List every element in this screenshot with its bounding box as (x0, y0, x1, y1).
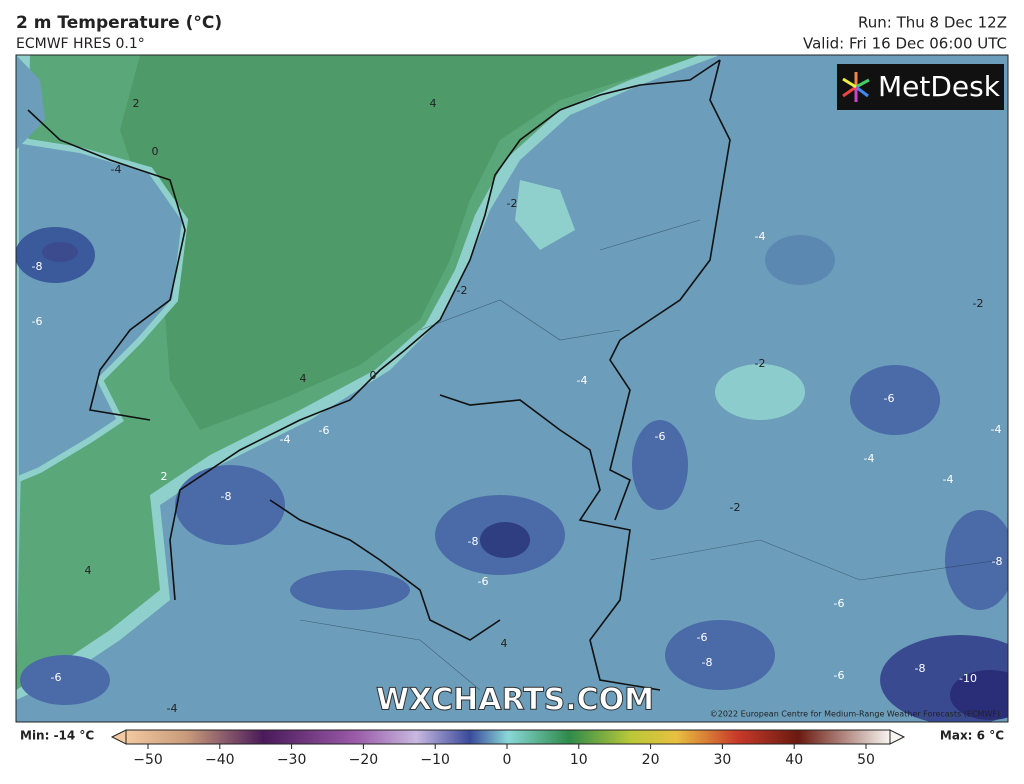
contour-label: 4 (501, 637, 508, 650)
map (16, 55, 1008, 722)
colorbar-tick-label: −50 (133, 752, 163, 768)
contour-label: 4 (430, 97, 437, 110)
contour-label: 0 (152, 145, 159, 158)
contour-label: 4 (85, 564, 92, 577)
legend-min: Min: -14 °C (20, 729, 94, 743)
contour-label: -8 (468, 535, 479, 548)
legend-arrow-right (889, 729, 906, 745)
contour-label: -2 (507, 197, 518, 210)
colorbar-tick-label: −20 (349, 752, 379, 768)
run: Run: Thu 8 Dec 12Z (858, 14, 1007, 32)
contour-label: 4 (300, 372, 307, 385)
contour-label: -2 (973, 297, 984, 310)
contour-label: -8 (32, 260, 43, 273)
contour-label: -6 (319, 424, 330, 437)
contour-label: -4 (943, 473, 954, 486)
contour-label: -6 (834, 597, 845, 610)
contour-label: -6 (884, 392, 895, 405)
valid: Valid: Fri 16 Dec 06:00 UTC (803, 35, 1007, 53)
colorbar-tick-label: −40 (205, 752, 235, 768)
colorbar-tick-label: 20 (642, 752, 660, 768)
colorbar-tick-label: 10 (570, 752, 588, 768)
model: ECMWF HRES 0.1° (16, 36, 145, 52)
contour-label: -4 (991, 423, 1002, 436)
logo-box (837, 64, 1004, 110)
colorbar-tick-label: −30 (277, 752, 307, 768)
contour-label: -6 (478, 575, 489, 588)
contour-label: -2 (457, 284, 468, 297)
colorbar-ticks: −50 −40 −30 −20 −10 0 10 20 30 40 50 (133, 744, 875, 768)
colorbar-tick-label: 40 (785, 752, 803, 768)
legend-max: Max: 6 °C (940, 729, 1004, 743)
contour-label: -6 (697, 631, 708, 644)
contour-label: -2 (755, 357, 766, 370)
contour-label: -8 (992, 555, 1003, 568)
contour-label: -6 (51, 671, 62, 684)
contour-label: -4 (864, 452, 875, 465)
contour-label: -6 (834, 669, 845, 682)
contour-label: -4 (111, 163, 122, 176)
watermark: WXCHARTS.COM (376, 683, 654, 718)
contour-label: -4 (167, 702, 178, 715)
logo: MetDesk (878, 70, 1001, 103)
contour-label: -4 (280, 433, 291, 446)
contour-label: 2 (133, 97, 140, 110)
colorbar-tick-label: −10 (420, 752, 450, 768)
contour-label: -8 (221, 490, 232, 503)
contour-label: -10 (959, 672, 977, 685)
copyright: ©2022 European Centre for Medium-Range W… (710, 710, 1000, 719)
colorbar (125, 729, 891, 745)
contour-label: -2 (730, 501, 741, 514)
map-frame (15, 54, 1009, 723)
colorbar-tick-label: 30 (713, 752, 731, 768)
contour-label: -4 (577, 374, 588, 387)
colorbar-tick-label: 0 (503, 752, 512, 768)
contour-label: -8 (702, 656, 713, 669)
logo-icon (842, 72, 870, 102)
colorbar-tick-label: 50 (857, 752, 875, 768)
contour-label: -8 (915, 662, 926, 675)
legend-arrow-left (110, 729, 127, 745)
contour-label: -6 (32, 315, 43, 328)
title: 2 m Temperature (°C) (16, 13, 222, 33)
contour-label: -6 (655, 430, 666, 443)
contour-labels: 2 0 -4 4 -2 -2 -8 -6 4 0 -4 -2 -4 -2 -6 -4 -4 -4 -6 -4 -6 2 -8… (32, 97, 1003, 715)
contour-label: 2 (161, 470, 168, 483)
contour-label: 0 (370, 369, 377, 382)
contour-label: -4 (755, 230, 766, 243)
